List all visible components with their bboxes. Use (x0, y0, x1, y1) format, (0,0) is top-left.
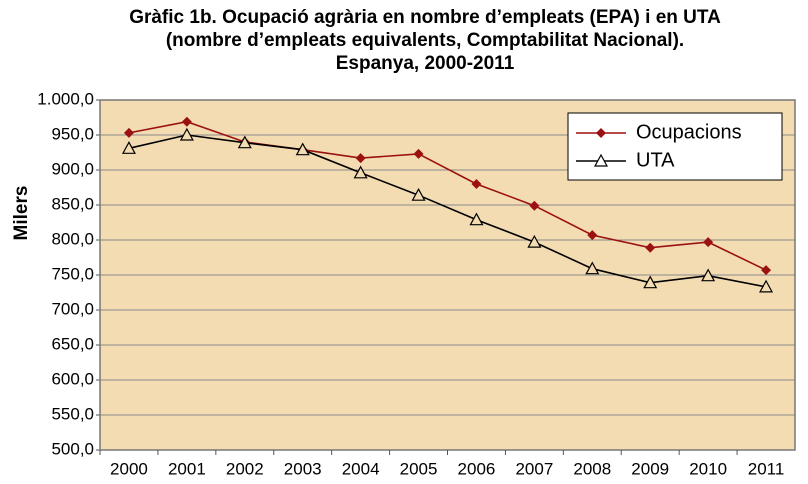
series-line (128, 134, 767, 288)
x-tick-label: 2002 (226, 459, 264, 478)
series-line (128, 120, 767, 271)
y-tick-label: 1.000,0 (37, 89, 94, 108)
point (529, 200, 540, 211)
legend-marker (596, 128, 606, 138)
point (295, 142, 310, 156)
point (703, 237, 714, 248)
y-tick-label: 950,0 (51, 124, 94, 143)
point (123, 127, 134, 138)
y-tick-label: 800,0 (51, 229, 94, 248)
point (469, 212, 484, 226)
point (471, 179, 482, 189)
chart-title: Espanya, 2000-2011 (336, 53, 515, 74)
x-tick-label: 2007 (515, 459, 553, 478)
point (121, 141, 136, 154)
point (645, 242, 656, 253)
y-tick-label: 850,0 (51, 194, 94, 213)
point (643, 275, 658, 289)
x-tick-label: 2006 (458, 459, 496, 478)
y-axis-label: Milers (11, 186, 32, 241)
x-tick-label: 2003 (284, 459, 322, 478)
point (413, 148, 424, 159)
point (237, 135, 252, 149)
chart-title: (nombre d’empleats equivalents, Comptabi… (166, 30, 684, 51)
x-tick-label: 2010 (689, 459, 727, 478)
x-tick-label: 2009 (631, 459, 669, 478)
point (759, 279, 774, 293)
y-tick-label: 500,0 (51, 439, 94, 458)
point (181, 116, 192, 127)
legend-marker (593, 153, 609, 167)
chart-title: Gràfic 1b. Ocupació agrària en nombre d’… (129, 7, 721, 28)
point (527, 234, 542, 248)
x-tick-label: 2000 (110, 459, 148, 478)
point (587, 230, 598, 241)
y-tick-label: 600,0 (51, 369, 94, 388)
point (353, 165, 368, 179)
x-tick-label: 2008 (573, 459, 611, 478)
point (179, 127, 194, 141)
y-tick-label: 650,0 (51, 334, 94, 353)
y-tick-label: 750,0 (51, 264, 94, 283)
x-tick-label: 2011 (748, 459, 785, 478)
point (701, 268, 716, 282)
x-tick-label: 2005 (400, 459, 438, 478)
x-tick-label: 2001 (168, 459, 206, 478)
point (411, 187, 426, 201)
y-tick-label: 700,0 (51, 299, 94, 318)
legend-label: Ocupacions (636, 121, 742, 143)
point (585, 261, 600, 275)
legend (567, 112, 783, 181)
y-tick-label: 550,0 (51, 404, 94, 423)
point (355, 153, 366, 164)
legend-label: UTA (636, 149, 675, 171)
x-tick-label: 2004 (342, 459, 380, 478)
y-tick-label: 900,0 (51, 159, 94, 178)
point (761, 265, 772, 276)
